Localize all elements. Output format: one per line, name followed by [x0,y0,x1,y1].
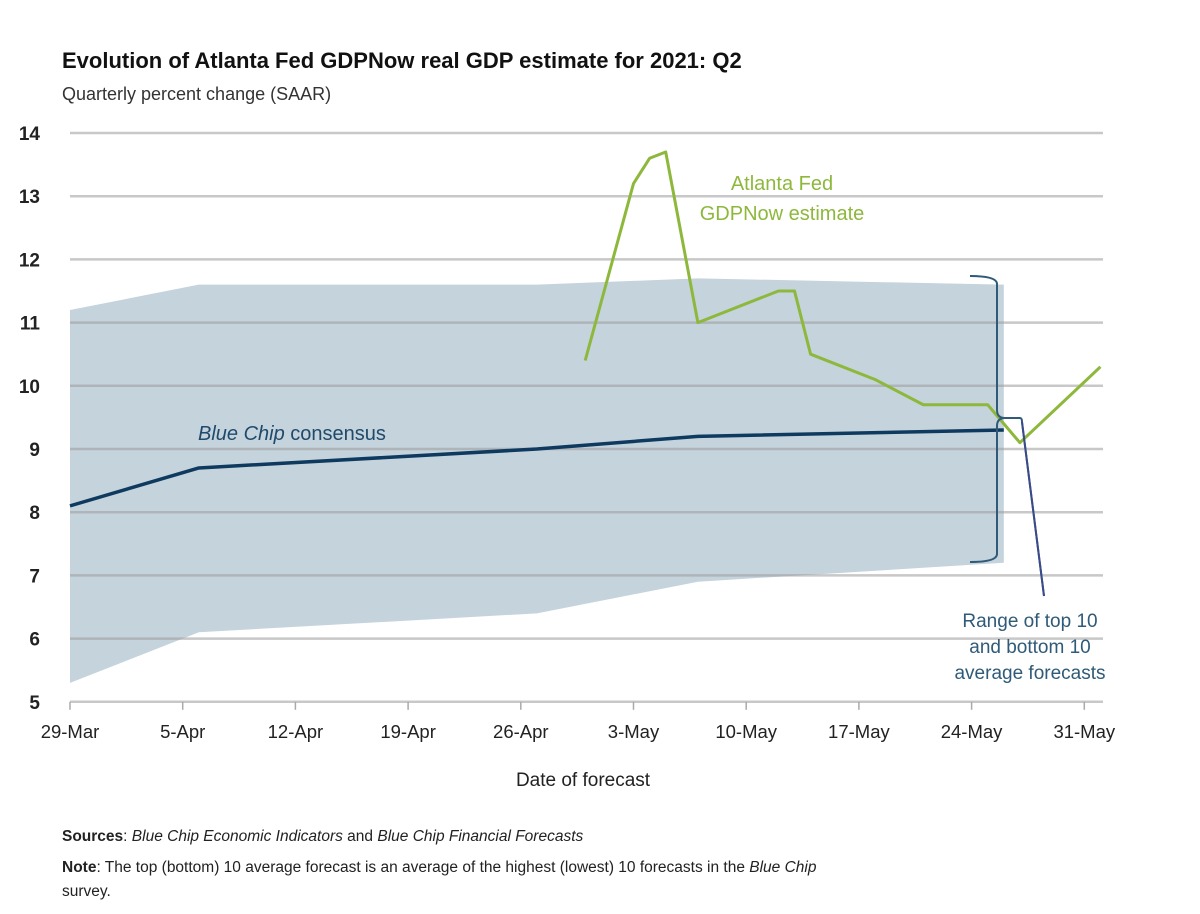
consensus-label-italic: Blue Chip [198,423,285,445]
range-label-line1: Range of top 10 [962,611,1097,632]
chart-subtitle: Quarterly percent change (SAAR) [62,84,332,104]
y-tick-label: 8 [29,503,40,524]
x-tick-label: 26-Apr [493,721,549,742]
chart-title: Evolution of Atlanta Fed GDPNow real GDP… [62,48,742,73]
range-label-line2: and bottom 10 [969,637,1090,658]
consensus-label: Blue Chip consensus [198,423,386,445]
range-bracket-upper [969,275,1045,597]
note-text: : The top (bottom) 10 average forecast i… [96,859,750,876]
y-tick-label: 13 [19,187,40,208]
y-tick-label: 14 [19,124,41,145]
x-tick-label: 29-Mar [41,721,100,742]
range-band [70,278,1004,683]
x-tick-label: 10-May [715,721,777,742]
y-tick-label: 10 [19,377,40,398]
x-tick-label: 24-May [941,721,1003,742]
x-tick-label: 31-May [1053,721,1115,742]
y-tick-label: 7 [29,566,40,587]
x-tick-label: 3-May [608,721,660,742]
x-tick-label: 19-Apr [380,721,436,742]
sources-1: Blue Chip Economic Indicators [131,828,343,845]
x-tick-label: 5-Apr [160,721,205,742]
consensus-label-rest: consensus [285,423,386,445]
y-tick-label: 12 [19,250,40,271]
note-label: Note [62,859,97,876]
y-tick-label: 5 [29,693,40,714]
sources-mid: and [342,828,378,845]
range-label-line3: average forecasts [954,663,1105,684]
footnote: Note: The top (bottom) 10 average foreca… [62,856,1182,904]
range-bracket-lower [969,417,1006,563]
note-italic: Blue Chip [749,859,817,876]
x-tick-label: 17-May [828,721,890,742]
x-axis-label: Date of forecast [516,770,651,791]
sources-label: Sources [62,828,124,845]
y-tick-label: 11 [20,314,41,335]
range-pointer [1021,421,1045,597]
gdpnow-label-line1: Atlanta Fed [731,173,833,195]
note-end: survey. [62,883,111,900]
sources-2: Blue Chip Financial Forecasts [377,828,584,845]
sources-note: Sources: Blue Chip Economic Indicators a… [62,828,584,845]
gdpnow-label-line2: GDPNow estimate [700,203,865,225]
y-tick-label: 9 [29,440,40,461]
y-tick-label: 6 [29,630,40,651]
x-tick-label: 12-Apr [268,721,324,742]
